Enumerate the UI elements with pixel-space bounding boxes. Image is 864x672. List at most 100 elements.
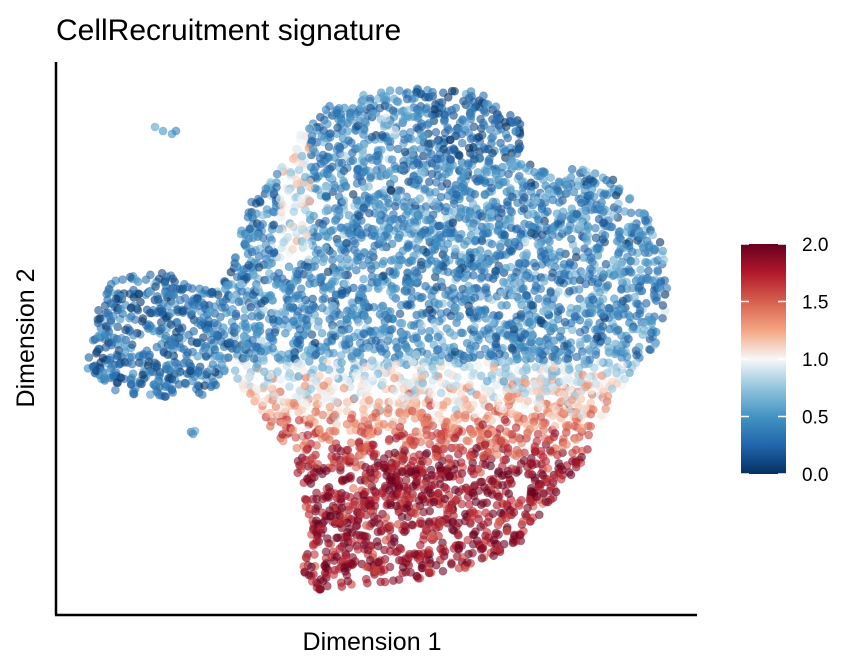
data-point [534,510,544,520]
data-point [390,386,399,395]
data-point [359,167,369,177]
points-layer [83,84,672,594]
data-point [373,527,383,537]
data-point [580,325,590,335]
data-point [364,500,374,510]
data-point [259,397,268,407]
data-point [497,300,507,310]
data-point [549,473,559,483]
data-point [125,272,135,282]
data-point [478,451,488,461]
data-point [323,337,333,347]
data-point [390,201,400,211]
data-point [293,306,303,316]
data-point [189,326,199,336]
data-point [329,348,338,358]
data-point [389,373,399,383]
data-point [538,452,548,462]
data-point [522,248,532,258]
data-point [307,453,317,463]
data-point [441,169,451,179]
data-point [466,87,476,96]
data-point [107,340,116,350]
data-point [495,239,505,249]
data-point [443,239,453,249]
data-point [497,289,507,298]
data-point [354,211,364,221]
data-point [333,141,343,151]
data-point [321,191,331,201]
data-point [519,204,529,214]
data-point [231,309,241,319]
data-point [639,208,648,218]
data-point [507,343,517,353]
data-point [496,436,506,446]
data-point [575,221,585,231]
data-point [359,203,368,213]
data-point [630,292,639,302]
data-point [583,230,593,240]
data-point [220,302,230,312]
data-point [282,361,292,371]
data-point [425,326,435,336]
data-point [312,440,322,450]
data-point [658,313,667,323]
data-point [451,303,461,313]
data-point [351,462,361,472]
data-point [431,371,441,381]
data-point [483,488,493,498]
data-point [285,303,295,312]
data-point [268,207,278,216]
data-point [367,372,377,382]
data-point [437,350,447,360]
data-point [357,422,367,432]
data-point [324,538,334,548]
data-point [379,565,389,575]
data-point [466,209,475,219]
data-point [385,166,395,176]
data-point [337,503,347,513]
data-point [397,466,407,476]
data-point [588,295,598,305]
data-point [655,237,665,247]
data-point [379,460,388,470]
data-point [291,266,301,276]
data-point [506,262,516,272]
data-point [313,321,323,331]
data-point [493,544,503,554]
data-point [192,318,202,328]
data-point [481,460,490,470]
data-point [201,352,211,362]
data-point [371,151,381,161]
data-point [529,422,539,432]
data-point [391,359,401,369]
data-point [397,453,407,463]
data-point [369,450,379,459]
data-point [483,144,493,154]
data-point [279,404,289,414]
data-point [456,389,466,399]
data-point [492,380,502,390]
data-point [151,282,161,291]
data-point [343,126,352,136]
data-point [152,342,162,352]
data-point [161,361,171,371]
data-point [632,350,641,360]
data-point [346,115,356,125]
data-point [279,237,288,247]
data-point [213,320,223,330]
data-point [480,440,490,450]
data-point [111,385,120,395]
data-point [321,393,331,403]
data-point [291,432,301,442]
data-point [419,416,429,426]
data-point [379,419,389,429]
data-point [601,404,611,414]
data-point [612,368,621,378]
data-point [305,279,314,289]
data-point [352,368,361,378]
data-point [181,379,191,389]
data-point [577,198,586,208]
data-point [359,329,369,339]
data-point [300,568,310,577]
